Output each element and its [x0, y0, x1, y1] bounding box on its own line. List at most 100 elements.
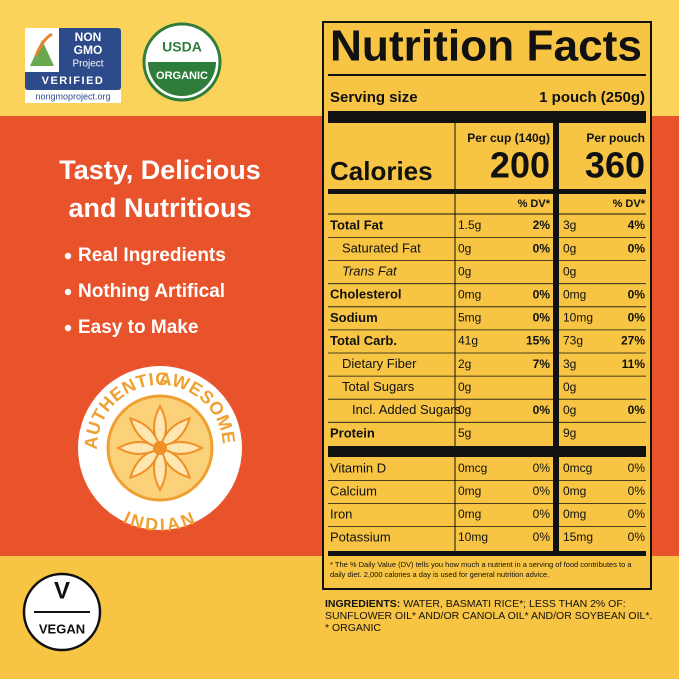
- nutrient-name: Cholesterol: [330, 287, 402, 302]
- amount: 9g: [563, 426, 576, 440]
- badge-url: nongmoproject.org: [35, 91, 110, 101]
- daily-value: 7%: [533, 357, 551, 371]
- amount: 3g: [563, 357, 576, 371]
- daily-value: 0%: [628, 461, 646, 475]
- column-header: Per pouch: [586, 131, 645, 145]
- vegan-label: VEGAN: [39, 621, 85, 636]
- amount: 0g: [563, 403, 576, 417]
- daily-value: 0%: [533, 461, 551, 475]
- bullet-text: Easy to Make: [78, 317, 198, 338]
- calories-value: 360: [585, 145, 645, 186]
- nutrient-name: Sodium: [330, 310, 378, 325]
- amount: 5g: [458, 426, 471, 440]
- amount: 0g: [563, 241, 576, 255]
- nutrient-name: Total Fat: [330, 217, 384, 232]
- daily-value: 0%: [628, 241, 646, 255]
- seal: AUTHENTIC AWESOME INDIAN: [78, 366, 242, 535]
- nutrient-name: Total Sugars: [342, 379, 415, 394]
- amount: 10mg: [458, 530, 488, 544]
- nutrition-label: Nutrition Facts Serving size 1 pouch (25…: [322, 21, 652, 590]
- headline: and Nutritious: [69, 193, 252, 223]
- dv-header: % DV*: [613, 198, 646, 210]
- daily-value: 0%: [628, 287, 646, 301]
- badge-text: Project: [72, 59, 103, 70]
- bullet-dot: [64, 252, 72, 260]
- nutrient-name: Protein: [330, 425, 375, 440]
- nutrient-name: Vitamin D: [330, 460, 386, 475]
- amount: 2g: [458, 357, 471, 371]
- daily-value: 0%: [628, 484, 646, 498]
- usda-text: ORGANIC: [156, 70, 208, 82]
- daily-value: 0%: [533, 530, 551, 544]
- ingredients: INGREDIENTS: WATER, BASMATI RICE*; LESS …: [325, 598, 655, 634]
- amount: 41g: [458, 334, 478, 348]
- daily-value: 0%: [628, 530, 646, 544]
- calories-value: 200: [490, 145, 550, 186]
- vegan-letter: V: [54, 577, 70, 604]
- daily-value: 27%: [621, 334, 645, 348]
- bullet-list: Real Ingredients Nothing Artifical Easy to…: [64, 245, 226, 338]
- daily-value: 0%: [533, 507, 551, 521]
- amount: 0g: [563, 264, 576, 278]
- vegan-badge: V VEGAN: [22, 572, 102, 652]
- bullet-text: Real Ingredients: [78, 245, 226, 266]
- daily-value: 0%: [533, 311, 551, 325]
- nutrient-name: Iron: [330, 506, 352, 521]
- daily-value: 0%: [533, 241, 551, 255]
- daily-value: 11%: [622, 357, 646, 371]
- amount: 5mg: [458, 311, 481, 325]
- daily-value: 0%: [628, 403, 646, 417]
- amount: 10mg: [563, 311, 593, 325]
- serving-value: 1 pouch (250g): [539, 89, 645, 106]
- amount: 1.5g: [458, 218, 481, 232]
- dv-header: % DV*: [518, 198, 551, 210]
- nongmo-badge: NON GMO Project VERIFIED nongmoproject.o…: [25, 28, 121, 103]
- nutrient-name: Dietary Fiber: [342, 356, 417, 371]
- ingredients-label: INGREDIENTS:: [325, 598, 401, 610]
- amount: 73g: [563, 334, 583, 348]
- ingredients-note: * ORGANIC: [325, 622, 382, 634]
- nutrient-name: Saturated Fat: [342, 241, 421, 256]
- nutrient-name: Incl. Added Sugars: [352, 402, 462, 417]
- usda-badge: USDA ORGANIC: [142, 22, 222, 102]
- bullet-text: Nothing Artifical: [78, 281, 225, 302]
- nutrient-name: Trans Fat: [342, 264, 398, 279]
- amount: 0g: [458, 380, 471, 394]
- usda-text: USDA: [162, 39, 202, 55]
- amount: 0mg: [563, 507, 586, 521]
- amount: 0g: [458, 241, 471, 255]
- petal: [128, 416, 162, 450]
- calories-label: Calories: [330, 156, 433, 186]
- amount: 0mg: [458, 507, 481, 521]
- amount: 0g: [563, 380, 576, 394]
- amount: 0mg: [458, 287, 481, 301]
- headline: Tasty, Delicious: [59, 155, 261, 185]
- amount: 0g: [458, 403, 471, 417]
- daily-value: 0%: [533, 287, 551, 301]
- daily-value: 0%: [533, 403, 551, 417]
- amount: 0g: [458, 264, 471, 278]
- badge-text: VERIFIED: [42, 75, 105, 87]
- amount: 0mcg: [458, 461, 487, 475]
- bullet-dot: [64, 288, 72, 296]
- bullet-dot: [64, 324, 72, 332]
- label-title: Nutrition Facts: [330, 22, 642, 71]
- amount: 0mg: [458, 484, 481, 498]
- serving-label: Serving size: [330, 89, 418, 106]
- daily-value: 15%: [526, 334, 550, 348]
- badge-text: NON: [75, 30, 102, 44]
- daily-value: 0%: [628, 311, 646, 325]
- amount: 15mg: [563, 530, 593, 544]
- footnote: * The % Daily Value (DV) tells you how m…: [330, 560, 632, 579]
- daily-value: 0%: [628, 507, 646, 521]
- ingredients-text: WATER, BASMATI RICE*; LESS THAN 2% OF: S…: [325, 598, 653, 622]
- daily-value: 4%: [628, 218, 646, 232]
- amount: 3g: [563, 218, 576, 232]
- amount: 0mg: [563, 484, 586, 498]
- daily-value: 0%: [533, 484, 551, 498]
- amount: 0mg: [563, 287, 586, 301]
- nutrient-name: Total Carb.: [330, 333, 397, 348]
- daily-value: 2%: [533, 218, 551, 232]
